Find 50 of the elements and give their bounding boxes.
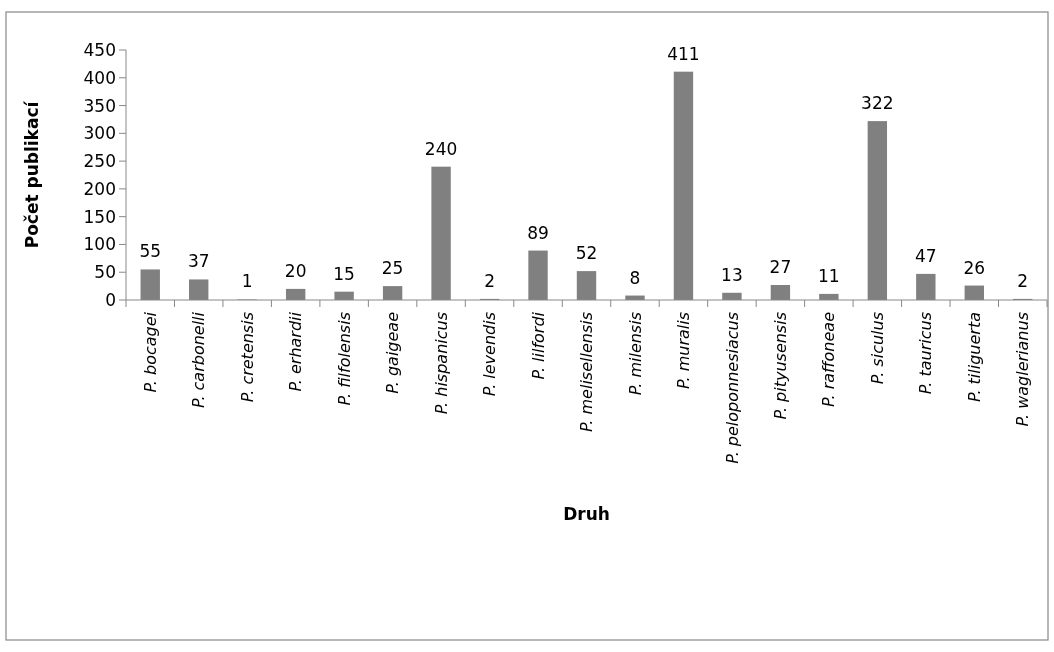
x-tick-label: P. bocagei xyxy=(140,311,160,393)
data-label: 8 xyxy=(629,267,641,288)
x-tick-label: P. gaigeae xyxy=(383,311,403,394)
data-label: 20 xyxy=(284,260,307,281)
data-label: 37 xyxy=(187,251,210,272)
x-tick-label: P. muralis xyxy=(674,312,694,389)
x-tick-label: P. tauricus xyxy=(916,312,936,395)
data-label: 13 xyxy=(721,264,743,285)
y-tick-label: 50 xyxy=(94,262,116,283)
x-tick-label: P. filfolensis xyxy=(334,312,354,406)
y-tick-label: 250 xyxy=(83,151,116,172)
data-label: 322 xyxy=(861,93,894,114)
x-tick-label: P. levendis xyxy=(480,312,500,397)
y-axis-title: Počet publikací xyxy=(22,100,42,249)
data-label: 26 xyxy=(963,257,986,278)
data-label: 1 xyxy=(241,271,253,292)
y-tick-label: 0 xyxy=(105,289,116,310)
x-tick-label: P. hispanicus xyxy=(431,312,451,415)
data-label: 55 xyxy=(139,241,162,262)
data-label: 27 xyxy=(769,257,792,277)
data-label: 25 xyxy=(381,258,404,279)
data-label: 240 xyxy=(424,138,458,159)
y-tick-label: 100 xyxy=(83,234,116,255)
x-tick-label: P. peloponnesiacus xyxy=(722,312,742,464)
y-tick-label: 200 xyxy=(83,178,116,199)
data-label: 52 xyxy=(575,243,598,264)
data-label: 11 xyxy=(818,265,840,286)
data-label: 15 xyxy=(333,263,355,284)
x-tick-label: P. pityusensis xyxy=(770,312,790,420)
data-label: 89 xyxy=(527,222,549,243)
y-tick-label: 350 xyxy=(83,95,116,116)
y-tick-label: 400 xyxy=(83,67,116,88)
x-tick-label: P. carbonelli xyxy=(189,311,209,409)
x-tick-label: P. milensis xyxy=(625,312,645,396)
x-tick-label: P. lilfordi xyxy=(528,311,548,380)
data-label: 47 xyxy=(915,245,937,266)
x-tick-label: P. erhardii xyxy=(286,311,306,392)
x-tick-label: P. cretensis xyxy=(237,312,257,403)
y-tick-label: 450 xyxy=(83,39,116,60)
data-label: 2 xyxy=(484,270,495,291)
y-tick-label: 300 xyxy=(83,123,116,144)
x-axis-title: Druh xyxy=(563,504,610,524)
x-tick-label: P. melisellensis xyxy=(577,312,597,433)
y-tick-label: 150 xyxy=(83,206,116,227)
data-label: 411 xyxy=(667,43,700,64)
x-tick-label: P. tiliguerta xyxy=(964,312,984,403)
data-label: 2 xyxy=(1017,270,1029,291)
x-tick-label: P. siculus xyxy=(867,312,887,385)
x-tick-label: P. waglerianus xyxy=(1013,312,1033,427)
x-tick-label: P. raffoneae xyxy=(819,311,839,407)
